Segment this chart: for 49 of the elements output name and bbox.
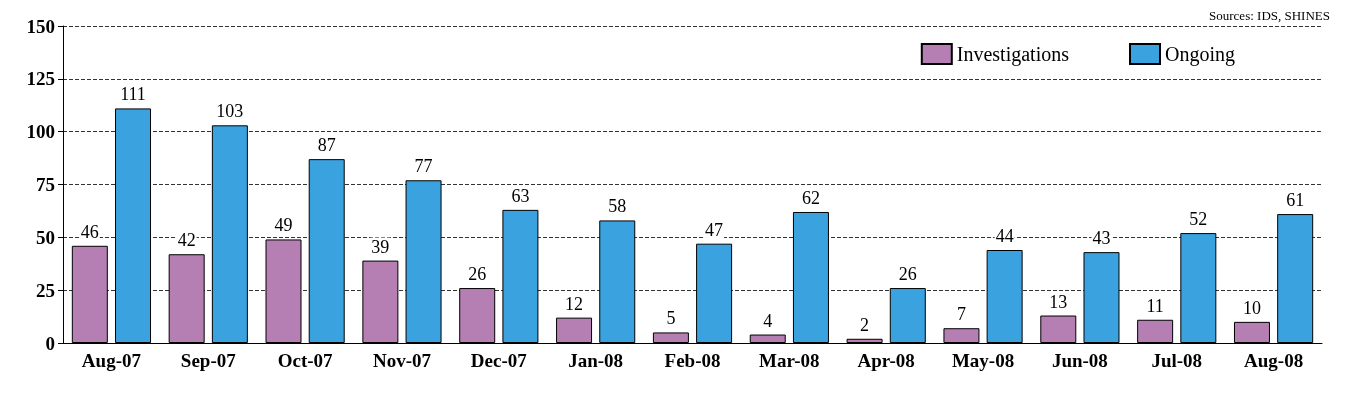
y-tick-label: 150 bbox=[26, 15, 55, 37]
data-label: 2 bbox=[860, 314, 870, 335]
data-label: 13 bbox=[1049, 291, 1068, 312]
data-label: 49 bbox=[274, 215, 293, 236]
data-label: 12 bbox=[565, 293, 584, 314]
x-tick-label: Oct-07 bbox=[277, 350, 334, 371]
data-label: 77 bbox=[414, 156, 433, 177]
x-tick-label: Jan-08 bbox=[568, 350, 624, 371]
data-label: 26 bbox=[898, 264, 917, 285]
x-tick-label: Feb-08 bbox=[664, 350, 721, 371]
y-tick-label: 125 bbox=[26, 68, 55, 90]
x-tick-label: Aug-08 bbox=[1244, 350, 1304, 371]
data-label: 10 bbox=[1242, 297, 1261, 318]
data-label: 7 bbox=[956, 304, 966, 325]
x-tick-label: Aug-07 bbox=[81, 350, 142, 371]
x-tick-label: Nov-07 bbox=[372, 350, 432, 371]
data-label: 5 bbox=[666, 308, 676, 329]
data-label: 11 bbox=[1146, 295, 1164, 316]
data-label: 58 bbox=[608, 196, 627, 217]
x-tick-label: Apr-08 bbox=[857, 350, 915, 371]
data-label: 42 bbox=[177, 230, 196, 251]
x-tick-label: Sep-07 bbox=[180, 350, 237, 371]
y-tick-label: 75 bbox=[36, 174, 55, 195]
x-tick-label: May-08 bbox=[951, 350, 1015, 371]
data-label: 63 bbox=[511, 185, 530, 206]
legend-label: Investigations bbox=[956, 43, 1070, 66]
x-tick-label: Dec-07 bbox=[470, 350, 528, 371]
source-note: Sources: IDS, SHINES bbox=[1209, 8, 1331, 23]
data-label: 46 bbox=[80, 221, 99, 242]
data-label: 87 bbox=[317, 135, 336, 156]
data-label: 111 bbox=[120, 84, 146, 105]
data-label: 43 bbox=[1092, 228, 1111, 249]
x-tick-label: Mar-08 bbox=[759, 350, 820, 371]
legend-label: Ongoing bbox=[1165, 43, 1235, 66]
data-label: 103 bbox=[216, 101, 244, 122]
data-label: 44 bbox=[995, 226, 1014, 247]
data-label: 4 bbox=[763, 310, 773, 331]
data-label: 39 bbox=[371, 236, 390, 257]
y-tick-label: 100 bbox=[26, 121, 55, 143]
y-tick-label: 0 bbox=[45, 332, 55, 354]
data-label: 52 bbox=[1189, 209, 1208, 230]
data-label: 62 bbox=[801, 187, 820, 208]
y-tick-label: 50 bbox=[36, 226, 55, 248]
data-label: 61 bbox=[1286, 190, 1305, 211]
x-tick-label: Jul-08 bbox=[1151, 350, 1203, 371]
data-label: 47 bbox=[705, 219, 724, 240]
y-tick-label: 25 bbox=[36, 279, 55, 301]
x-tick-label: Jun-08 bbox=[1051, 350, 1108, 371]
data-label: 26 bbox=[468, 264, 487, 285]
